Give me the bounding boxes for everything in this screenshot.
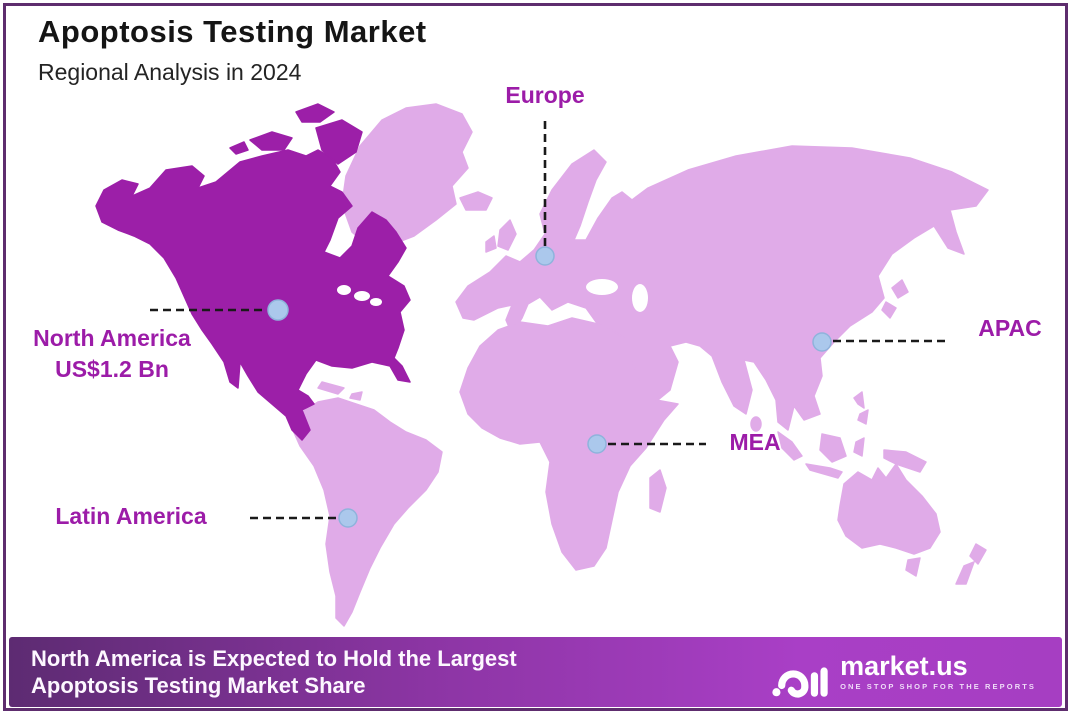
north-america-name: North America — [33, 325, 191, 351]
black-sea — [586, 279, 618, 295]
mea-label: MEA — [729, 429, 781, 455]
north-america-label: North America US$1.2 Bn — [12, 323, 212, 385]
madagascar-region — [649, 469, 667, 513]
north-america-region — [95, 149, 411, 441]
footer-banner: North America is Expected to Hold the La… — [9, 637, 1062, 707]
latin-america-region — [291, 397, 443, 627]
canadian-arctic-islands — [229, 103, 363, 165]
tasmania-region — [905, 557, 921, 577]
latin-america-label: Latin America — [55, 503, 207, 529]
greenland-region — [341, 103, 473, 247]
uk-region — [485, 219, 517, 253]
africa-region — [459, 317, 679, 571]
caspian-sea — [632, 284, 648, 312]
australia-region — [837, 463, 941, 555]
great-lakes — [354, 291, 370, 301]
page-subtitle: Regional Analysis in 2024 — [38, 59, 302, 85]
apac-marker — [812, 332, 832, 352]
logo-text-block: market.us ONE STOP SHOP FOR THE REPORTS — [840, 651, 1036, 692]
apac-label: APAC — [978, 315, 1042, 341]
page-title: Apoptosis Testing Market — [38, 14, 427, 49]
market-us-logo: market.us ONE STOP SHOP FOR THE REPORTS — [771, 646, 1036, 698]
logo-name: market.us — [840, 651, 968, 681]
logo-tagline: ONE STOP SHOP FOR THE REPORTS — [840, 682, 1036, 691]
title-block: Apoptosis Testing Market Regional Analys… — [38, 14, 427, 86]
europe-marker — [535, 246, 555, 266]
mea-marker — [587, 434, 607, 454]
southeast-asia-islands — [777, 391, 927, 479]
europe-label: Europe — [505, 82, 585, 108]
footer-headline: North America is Expected to Hold the La… — [31, 645, 517, 699]
sri-lanka-region — [750, 416, 762, 432]
great-lakes — [337, 285, 351, 295]
latin-america-marker — [338, 508, 358, 528]
footer-headline-line2: Apoptosis Testing Market Share — [31, 673, 366, 698]
japan-region — [881, 279, 909, 319]
footer-headline-line1: North America is Expected to Hold the La… — [31, 646, 517, 671]
caribbean-islands — [317, 381, 363, 401]
iceland-region — [459, 191, 493, 211]
new-zealand-region — [955, 543, 987, 585]
market-us-logo-mark — [772, 667, 828, 698]
north-america-value: US$1.2 Bn — [55, 356, 169, 382]
great-lakes — [370, 298, 382, 306]
north-america-marker — [267, 299, 289, 321]
